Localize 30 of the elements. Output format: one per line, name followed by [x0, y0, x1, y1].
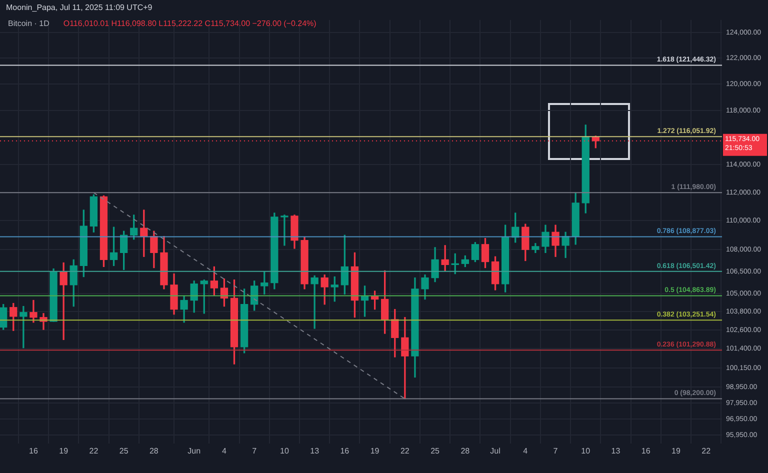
x-tick-label: Jul	[490, 446, 501, 456]
chart-subtitle: O116,010.01 H116,098.80 L115,222.22 C115,734.00 −276.00 (−0.24%)	[63, 19, 317, 28]
x-tick-label: 16	[340, 446, 350, 456]
candlestick	[280, 214, 288, 246]
text: Moonin_Papa, Jul 11, 2025 11:09 UTC+9	[6, 3, 153, 12]
x-tick-label: Jun	[188, 446, 201, 456]
x-tick-label: 10	[280, 446, 290, 456]
x-tick-label: 7	[553, 446, 558, 456]
x-tick-label: 10	[581, 446, 591, 456]
x-tick-label: 16	[29, 446, 38, 456]
x-tick-label: 19	[59, 446, 69, 456]
x-tick-label: 19	[672, 446, 681, 456]
x-tick-label: 22	[400, 446, 410, 456]
x-tick-label: 25	[119, 446, 129, 456]
candlestick	[310, 275, 318, 329]
x-tick-label: 4	[523, 446, 528, 456]
x-tick-label: 13	[611, 446, 621, 456]
candlestick	[20, 306, 28, 348]
x-tick-label: 22	[702, 446, 712, 456]
x-tick-label: 28	[460, 446, 470, 456]
x-tick-label: 13	[310, 446, 320, 456]
x-tick-label: 22	[89, 446, 99, 456]
candlestick	[401, 317, 409, 400]
x-tick-label: 7	[252, 446, 258, 456]
chart-title: Bitcoin · 1D	[8, 19, 50, 28]
x-tick-label: 16	[641, 446, 651, 456]
x-tick-label: 28	[149, 446, 159, 456]
x-tick-label: 25	[430, 446, 440, 456]
x-tick-label: 4	[222, 446, 227, 456]
x-tick-label: 19	[370, 446, 380, 456]
